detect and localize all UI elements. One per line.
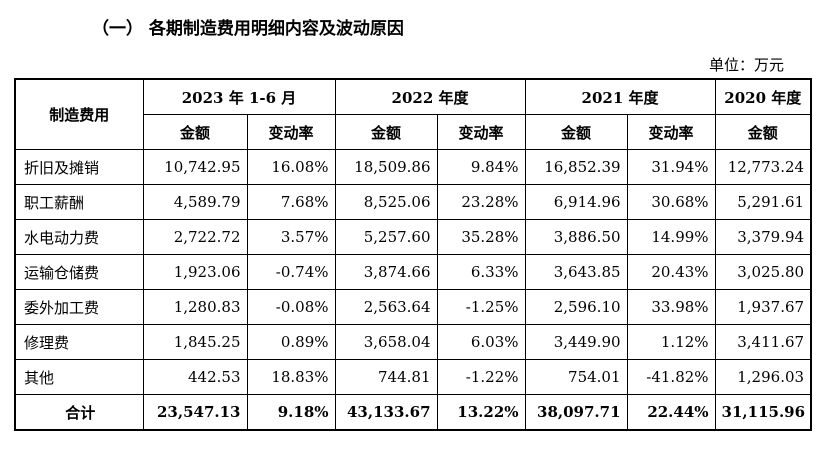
table-cell: 3,658.04	[334, 324, 438, 360]
section-heading: （一） 各期制造费用明细内容及波动原因	[92, 19, 404, 39]
row-label: 委外加工费	[14, 289, 144, 325]
total-cell: 23,547.13	[142, 394, 248, 431]
table-cell: 20.43%	[626, 254, 716, 290]
table-cell: 31.94%	[626, 149, 716, 185]
table-cell: 3,025.80	[714, 254, 812, 290]
table-cell: 3.57%	[246, 219, 336, 255]
table-cell: 6.03%	[436, 324, 526, 360]
table-cell: 9.84%	[436, 149, 526, 185]
total-label: 合计	[14, 394, 144, 431]
table-cell: 3,874.66	[334, 254, 438, 290]
row-label: 职工薪酬	[14, 184, 144, 220]
table-cell: 2,596.10	[524, 289, 628, 325]
table-cell: 3,449.90	[524, 324, 628, 360]
table-row: 委外加工费 1,280.83 -0.08% 2,563.64 -1.25% 2,…	[14, 289, 812, 325]
table-row: 职工薪酬 4,589.79 7.68% 8,525.06 23.28% 6,91…	[14, 184, 812, 220]
total-cell: 22.44%	[626, 394, 716, 431]
row-label: 修理费	[14, 324, 144, 360]
table-cell: 33.98%	[626, 289, 716, 325]
table-cell: 5,257.60	[334, 219, 438, 255]
table-cell: 1,296.03	[714, 359, 812, 395]
table-cell: 1.12%	[626, 324, 716, 360]
table-cell: 16.08%	[246, 149, 336, 185]
table-cell: 2,722.72	[142, 219, 248, 255]
table-cell: 3,886.50	[524, 219, 628, 255]
amount-header: 金额	[714, 114, 812, 150]
table-row: 运输仓储费 1,923.06 -0.74% 3,874.66 6.33% 3,6…	[14, 254, 812, 290]
table-cell: 18,509.86	[334, 149, 438, 185]
table-row: 修理费 1,845.25 0.89% 3,658.04 6.03% 3,449.…	[14, 324, 812, 360]
unit-label: 单位：万元	[708, 56, 784, 74]
table-cell: 16,852.39	[524, 149, 628, 185]
table-cell: 23.28%	[436, 184, 526, 220]
table-cell: 5,291.61	[714, 184, 812, 220]
change-rate-header: 变动率	[436, 114, 526, 150]
table-cell: 744.81	[334, 359, 438, 395]
table-cell: -0.74%	[246, 254, 336, 290]
total-row: 合计 23,547.13 9.18% 43,133.67 13.22% 38,0…	[14, 394, 812, 431]
table-cell: 2,563.64	[334, 289, 438, 325]
table-cell: 442.53	[142, 359, 248, 395]
total-cell: 31,115.96	[714, 394, 812, 431]
amount-header: 金额	[524, 114, 628, 150]
total-cell: 43,133.67	[334, 394, 438, 431]
table-cell: 14.99%	[626, 219, 716, 255]
table-cell: 8,525.06	[334, 184, 438, 220]
total-cell: 9.18%	[246, 394, 336, 431]
amount-header: 金额	[142, 114, 248, 150]
table-cell: 35.28%	[436, 219, 526, 255]
amount-header: 金额	[334, 114, 438, 150]
table-cell: 1,280.83	[142, 289, 248, 325]
table-cell: 6,914.96	[524, 184, 628, 220]
table-row: 折旧及摊销 10,742.95 16.08% 18,509.86 9.84% 1…	[14, 149, 812, 185]
row-label: 其他	[14, 359, 144, 395]
row-label: 折旧及摊销	[14, 149, 144, 185]
period-header: 2021 年度	[524, 78, 716, 115]
table-cell: 12,773.24	[714, 149, 812, 185]
table-cell: 6.33%	[436, 254, 526, 290]
table-cell: 30.68%	[626, 184, 716, 220]
table-cell: 1,937.67	[714, 289, 812, 325]
row-label: 运输仓储费	[14, 254, 144, 290]
row-label: 水电动力费	[14, 219, 144, 255]
table-cell: -41.82%	[626, 359, 716, 395]
table-cell: 7.68%	[246, 184, 336, 220]
header-row-metrics: 金额 变动率 金额 变动率 金额 变动率 金额	[15, 114, 812, 150]
manufacturing-cost-table: 制造费用 2023 年 1-6 月 2022 年度 2021 年度 2020 年…	[14, 78, 813, 431]
total-cell: 38,097.71	[524, 394, 628, 431]
table-cell: 4,589.79	[142, 184, 248, 220]
period-header: 2023 年 1-6 月	[142, 78, 336, 115]
table-cell: 0.89%	[246, 324, 336, 360]
row-header-cell: 制造费用	[14, 78, 144, 150]
total-cell: 13.22%	[436, 394, 526, 431]
table-cell: 10,742.95	[142, 149, 248, 185]
table-cell: 1,845.25	[142, 324, 248, 360]
table-cell: 3,643.85	[524, 254, 628, 290]
period-header: 2020 年度	[714, 78, 812, 115]
header-row-periods: 制造费用 2023 年 1-6 月 2022 年度 2021 年度 2020 年…	[14, 78, 812, 150]
table-cell: 18.83%	[246, 359, 336, 395]
table-cell: -0.08%	[246, 289, 336, 325]
table-cell: -1.25%	[436, 289, 526, 325]
table-cell: 1,923.06	[142, 254, 248, 290]
table-cell: 3,379.94	[714, 219, 812, 255]
change-rate-header: 变动率	[626, 114, 716, 150]
change-rate-header: 变动率	[246, 114, 336, 150]
period-header: 2022 年度	[334, 78, 526, 115]
table-cell: 754.01	[524, 359, 628, 395]
table-cell: 3,411.67	[714, 324, 812, 360]
table-row: 水电动力费 2,722.72 3.57% 5,257.60 35.28% 3,8…	[14, 219, 812, 255]
table-cell: -1.22%	[436, 359, 526, 395]
table-row: 其他 442.53 18.83% 744.81 -1.22% 754.01 -4…	[14, 359, 812, 395]
